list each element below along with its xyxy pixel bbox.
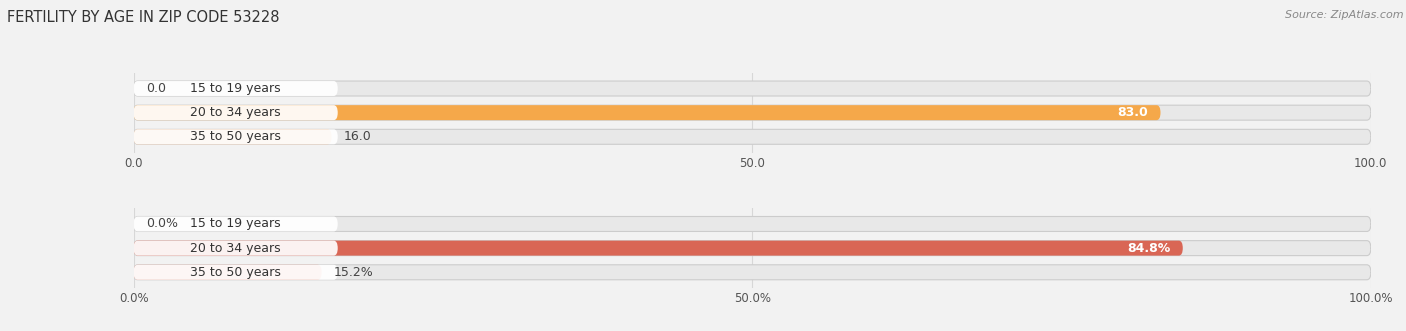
- Text: 84.8%: 84.8%: [1128, 242, 1170, 255]
- Text: 0.0%: 0.0%: [146, 217, 179, 230]
- FancyBboxPatch shape: [134, 265, 337, 280]
- Text: 20 to 34 years: 20 to 34 years: [190, 242, 281, 255]
- FancyBboxPatch shape: [134, 265, 322, 280]
- Text: 0.0: 0.0: [146, 82, 166, 95]
- FancyBboxPatch shape: [134, 105, 1160, 120]
- Text: Source: ZipAtlas.com: Source: ZipAtlas.com: [1285, 10, 1403, 20]
- FancyBboxPatch shape: [134, 81, 337, 96]
- Text: 20 to 34 years: 20 to 34 years: [190, 106, 281, 119]
- Text: 35 to 50 years: 35 to 50 years: [190, 266, 281, 279]
- Text: 83.0: 83.0: [1118, 106, 1149, 119]
- Text: 15 to 19 years: 15 to 19 years: [190, 82, 281, 95]
- FancyBboxPatch shape: [134, 241, 1182, 256]
- Text: 35 to 50 years: 35 to 50 years: [190, 130, 281, 143]
- FancyBboxPatch shape: [134, 129, 337, 144]
- FancyBboxPatch shape: [134, 216, 1371, 231]
- Text: 16.0: 16.0: [344, 130, 371, 143]
- FancyBboxPatch shape: [134, 129, 332, 144]
- FancyBboxPatch shape: [134, 105, 337, 120]
- FancyBboxPatch shape: [134, 105, 1371, 120]
- FancyBboxPatch shape: [134, 241, 1371, 256]
- FancyBboxPatch shape: [134, 265, 1371, 280]
- Text: 15 to 19 years: 15 to 19 years: [190, 217, 281, 230]
- FancyBboxPatch shape: [134, 216, 337, 231]
- FancyBboxPatch shape: [134, 81, 1371, 96]
- FancyBboxPatch shape: [134, 241, 337, 256]
- Text: FERTILITY BY AGE IN ZIP CODE 53228: FERTILITY BY AGE IN ZIP CODE 53228: [7, 10, 280, 25]
- FancyBboxPatch shape: [134, 129, 1371, 144]
- Text: 15.2%: 15.2%: [335, 266, 374, 279]
